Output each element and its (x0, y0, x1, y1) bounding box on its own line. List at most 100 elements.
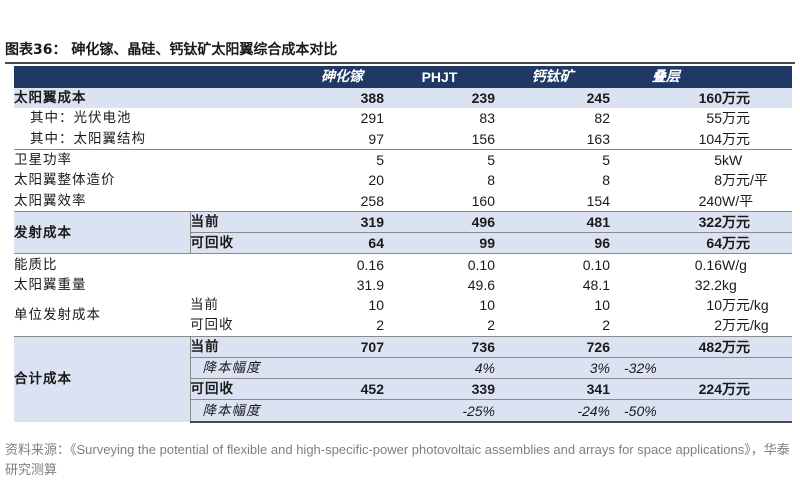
cell-tandem: 2 (714, 317, 722, 334)
cell-perovskite: 48.1 (582, 276, 610, 293)
cell-gaas: 707 (300, 335, 384, 358)
cell-phjt: 8 (487, 172, 495, 189)
cell-tandem: 104 (698, 130, 722, 147)
cell-phjt: 339 (384, 378, 495, 400)
cell-phjt: 0.10 (384, 253, 495, 275)
cell-perovskite: 96 (495, 232, 610, 254)
cell-unit (722, 356, 792, 379)
cell-perovskite: 2 (602, 317, 610, 334)
row-sublabel: 可回收 (189, 232, 300, 254)
cell-unit: 万元 (722, 130, 750, 147)
row-sublabel: 当前 (189, 210, 300, 233)
cell-perovskite: 8 (602, 172, 610, 189)
row-label: 其中：光伏电池 (30, 110, 132, 127)
cell-gaas: 258 (360, 192, 384, 209)
cell-unit: 万元 (722, 232, 792, 254)
row-group-label: 单位发射成本 (14, 307, 101, 324)
header-row: 砷化镓 PHJT 钙钛矿 叠层 (14, 66, 792, 88)
cell-tandem: 160 (610, 88, 722, 109)
cell-tandem: 55 (706, 110, 722, 127)
cell-phjt: 160 (471, 192, 495, 209)
cell-gaas (300, 399, 384, 423)
cell-tandem: -50% (610, 399, 722, 423)
cell-tandem: -32% (610, 356, 722, 379)
cell-unit: 万元 (722, 378, 792, 400)
cell-gaas: 20 (368, 172, 384, 189)
cell-perovskite: 5 (495, 148, 610, 171)
cell-perovskite: 245 (495, 88, 610, 109)
row-group-label: 发射成本 (14, 210, 190, 254)
row-group-label: 合计成本 (14, 335, 190, 422)
cell-phjt: 4% (384, 356, 495, 379)
cell-gaas: 291 (360, 110, 384, 127)
cell-tandem: 322 (610, 210, 722, 233)
table-row: 可回收 2 2 2 2 万元/kg (14, 315, 792, 336)
cell-phjt: 83 (479, 110, 495, 127)
cell-unit: 万元 (722, 210, 792, 233)
cell-perovskite: 481 (495, 210, 610, 233)
cell-perovskite: 154 (586, 192, 610, 209)
cell-unit: 万元 (722, 110, 750, 127)
header-cell (14, 66, 190, 88)
table-row: 太阳翼成本 388 239 245 160 万元 (14, 88, 792, 109)
row-label: 能质比 (14, 253, 300, 275)
source-note: 资料来源：《Surveying the potential of flexibl… (5, 442, 790, 477)
cell-tandem: 64 (610, 232, 722, 254)
header-perovskite: 钙钛矿 (495, 66, 610, 88)
table-row: 能质比 0.16 0.10 0.10 0.16 W/g (14, 253, 792, 275)
row-sublabel: 可回收 (190, 317, 234, 334)
cell-unit: 万元/kg (722, 317, 769, 334)
cell-phjt: 5 (384, 148, 495, 171)
cell-unit: kW (722, 148, 792, 171)
cell-phjt: 496 (384, 210, 495, 233)
cell-gaas: 5 (300, 148, 384, 171)
table-row: 其中：太阳翼结构 97 156 163 104 万元 (14, 129, 792, 150)
cell-gaas (300, 356, 384, 379)
table-row: 太阳翼重量 31.9 49.6 48.1 32.2 kg (14, 275, 792, 295)
title-rule (5, 62, 795, 64)
cell-unit: kg (722, 276, 737, 293)
header-cell (722, 66, 792, 88)
cell-tandem: 32.2 (694, 276, 722, 293)
cell-tandem: 0.16 (610, 253, 722, 275)
cell-tandem: 5 (610, 148, 722, 171)
cell-perovskite: 0.10 (495, 253, 610, 275)
row-sublabel: 当前 (190, 297, 219, 314)
cell-gaas: 388 (300, 88, 384, 109)
cell-tandem: 240 (698, 192, 722, 209)
table-row: 可回收 452 339 341 224 万元 (14, 378, 792, 400)
cell-tandem: 224 (610, 378, 722, 400)
cell-gaas: 31.9 (356, 276, 384, 293)
cell-tandem: 8 (714, 172, 722, 189)
row-label: 太阳翼效率 (14, 192, 87, 209)
cell-unit (722, 399, 792, 423)
cell-unit: 万元/平 (722, 172, 768, 189)
cell-perovskite: 726 (495, 335, 610, 358)
cell-gaas: 2 (376, 317, 384, 334)
cell-perovskite: 163 (586, 130, 610, 147)
row-label: 太阳翼重量 (14, 276, 87, 293)
header-gaas: 砷化镓 (300, 66, 384, 88)
cell-perovskite: 82 (594, 110, 610, 127)
cell-phjt: -25% (384, 399, 495, 423)
row-sublabel: 可回收 (189, 378, 300, 400)
table-row: 其中：光伏电池 291 83 82 55 万元 (14, 108, 792, 128)
row-label: 卫星功率 (14, 148, 300, 171)
figure-title: 图表36： 砷化镓、晶硅、钙钛矿太阳翼综合成本对比 (5, 42, 338, 58)
cell-phjt: 239 (384, 88, 495, 109)
cell-unit: W/g (722, 253, 792, 275)
cell-unit: W/平 (722, 192, 754, 209)
cell-gaas: 0.16 (300, 253, 384, 275)
row-label: 其中：太阳翼结构 (30, 130, 146, 147)
cell-tandem: 482 (610, 335, 722, 358)
table-row: 发射成本 当前 319 496 481 322 万元 (14, 210, 792, 254)
table-row: 合计成本 当前 707 736 726 482 万元 (14, 335, 792, 422)
cell-unit: 万元 (722, 88, 792, 109)
table-row: 太阳翼效率 258 160 154 240 W/平 (14, 190, 792, 211)
cell-gaas: 452 (300, 378, 384, 400)
row-sublabel: 降本幅度 (189, 399, 300, 423)
table-row: 降本幅度 4% 3% -32% (14, 356, 792, 379)
cell-phjt: 156 (471, 130, 495, 147)
row-label: 太阳翼成本 (14, 88, 300, 109)
cell-perovskite: 10 (594, 297, 610, 314)
